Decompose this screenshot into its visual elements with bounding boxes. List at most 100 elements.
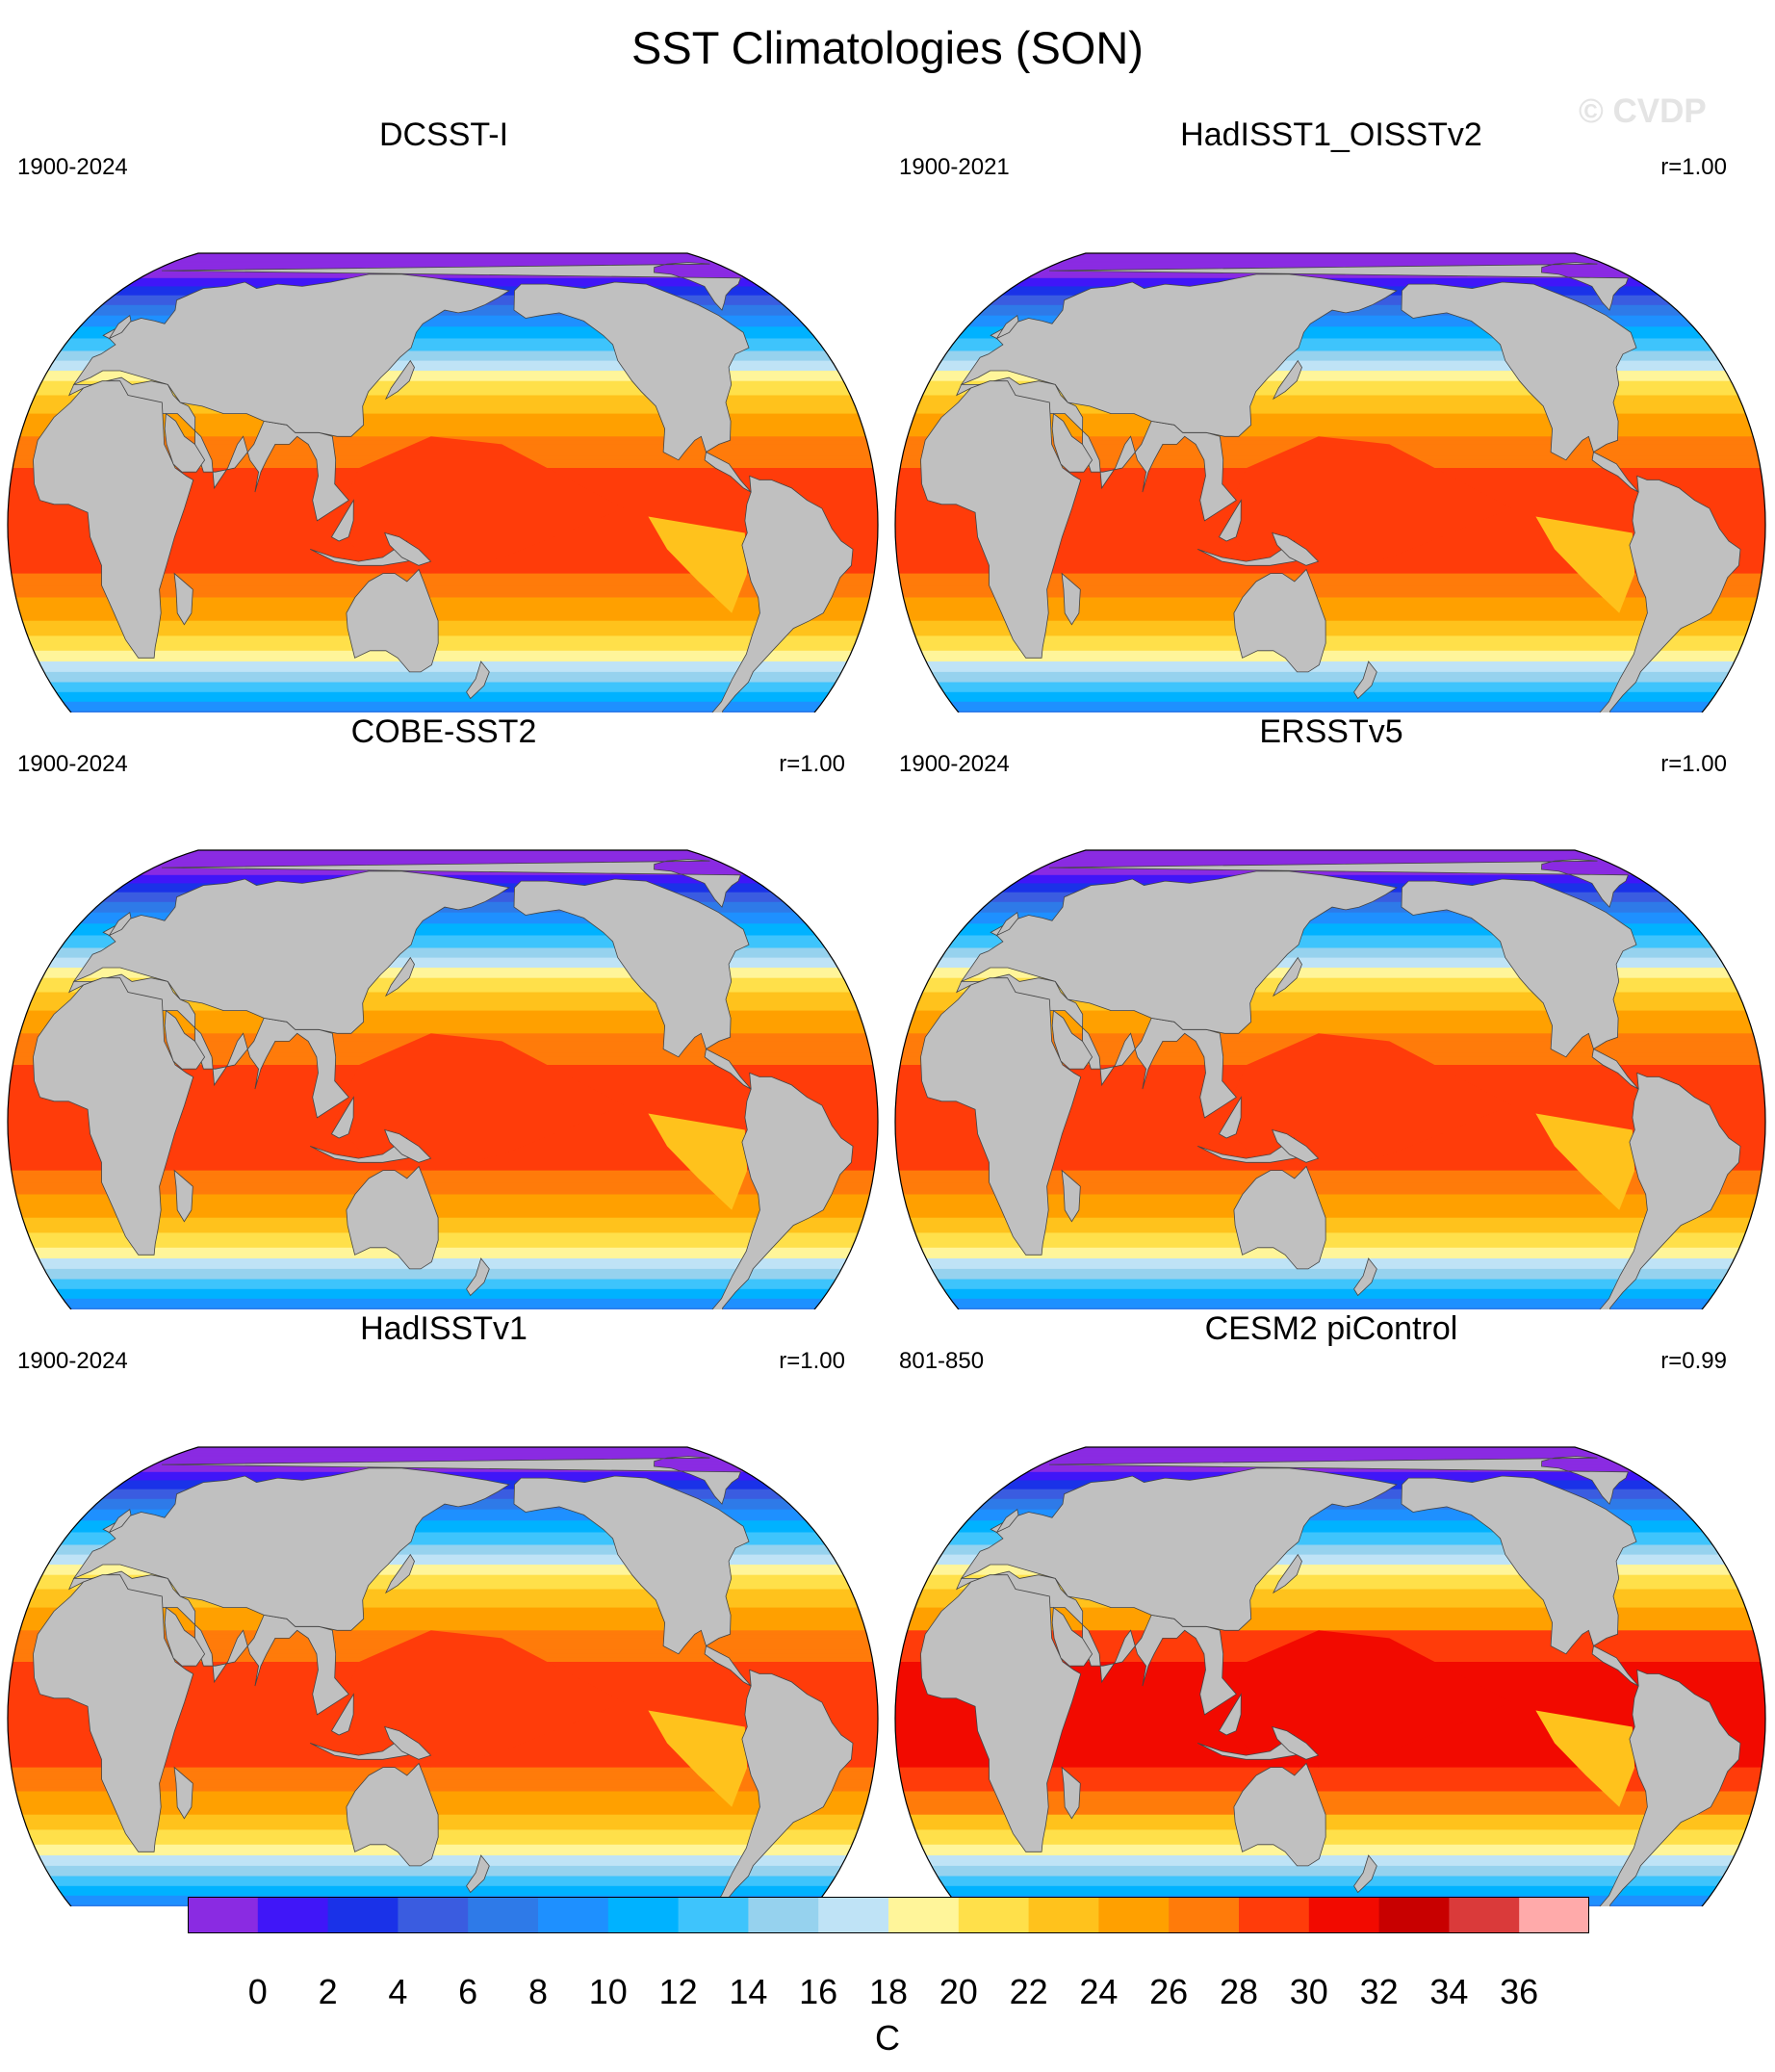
world-map: [7, 252, 879, 712]
colorbar-tick-label: 30: [1289, 1972, 1328, 2011]
sst-band: [895, 1002, 1765, 1008]
land-central-america: [704, 451, 752, 493]
land-central-america: [1591, 1048, 1639, 1090]
sst-band: [895, 926, 1765, 931]
sst-band: [895, 1272, 1765, 1277]
cold-tongue: [1535, 516, 1635, 613]
sst-band: [8, 705, 878, 710]
colorbar-tick-label: 14: [729, 1972, 768, 2011]
warm-pool: [334, 436, 625, 574]
sst-band: [895, 425, 1765, 430]
sst-band: [895, 402, 1765, 407]
sst-band: [895, 915, 1765, 919]
sst-band: [895, 1818, 1765, 1824]
sst-band: [8, 318, 878, 323]
sst-band: [895, 421, 1765, 427]
sst-band: [8, 1852, 878, 1856]
sst-band: [8, 1305, 878, 1309]
panel-title: CESM2 piControl: [1204, 1310, 1458, 1347]
land-borneo: [1218, 1693, 1242, 1736]
sst-band: [895, 1889, 1765, 1894]
sst-band: [8, 1837, 878, 1842]
land-greenland: [161, 1456, 741, 1505]
sst-band: [895, 1791, 1765, 1797]
sst-band: [895, 1565, 1765, 1569]
land-eurasia-north: [960, 1467, 1398, 1631]
sst-band: [895, 954, 1765, 959]
colorbar-box: [1098, 1897, 1170, 1933]
sst-band: [8, 999, 878, 1004]
sst-band: [8, 929, 878, 934]
land-eurasia-north: [72, 870, 510, 1034]
sst-band: [8, 1449, 878, 1452]
land-eurasia-north: [72, 273, 510, 437]
sst-band: [895, 1607, 1765, 1613]
sst-band: [8, 262, 878, 265]
sst-band: [8, 601, 878, 607]
panel-title: HadISST1_OISSTv2: [1180, 117, 1482, 153]
sst-band: [895, 658, 1765, 662]
sst-band: [8, 632, 878, 637]
sst-band: [895, 255, 1765, 258]
sst-band: [8, 912, 878, 917]
sst-band: [895, 593, 1765, 599]
land-australia: [346, 568, 439, 673]
sst-band: [895, 259, 1765, 262]
sst-band: [8, 1467, 878, 1471]
sst-band: [8, 1469, 878, 1473]
sst-band: [895, 1599, 1765, 1605]
sst-band: [895, 1841, 1765, 1846]
sst-band: [895, 950, 1765, 955]
sst-band: [895, 708, 1765, 712]
sst-band: [895, 1447, 1765, 1449]
sst-band: [8, 1456, 878, 1459]
sst-band: [8, 326, 878, 331]
sst-band: [8, 1251, 878, 1256]
sst-band: [8, 605, 878, 610]
land-uk: [108, 315, 132, 340]
sst-band: [8, 573, 878, 579]
sst-band: [895, 1010, 1765, 1016]
sst-band: [895, 918, 1765, 922]
panel-years: 1900-2024: [17, 154, 128, 180]
sst-band: [895, 348, 1765, 352]
sst-band: [895, 872, 1765, 876]
map-panel-hadisstv1: HadISSTv1 1900-2024 r=1.00: [0, 1309, 888, 1906]
sst-band: [895, 1285, 1765, 1290]
sst-band: [8, 388, 878, 393]
sst-band: [8, 1567, 878, 1572]
sst-band: [8, 1447, 878, 1449]
world-map: [894, 1446, 1766, 1906]
sst-band: [8, 335, 878, 340]
land-greenland: [161, 262, 741, 311]
land-new-zealand: [466, 1257, 490, 1297]
colorbar-box: [327, 1897, 399, 1933]
sst-band: [8, 261, 878, 264]
sst-band: [8, 981, 878, 986]
sst-band: [895, 367, 1765, 372]
sst-band: [8, 1775, 878, 1780]
sst-band: [895, 275, 1765, 279]
colorbar-box: [818, 1897, 889, 1933]
sst-band: [8, 701, 878, 706]
sst-band: [895, 679, 1765, 684]
sst-band: [895, 324, 1765, 328]
sst-band: [8, 628, 878, 634]
sst-band: [8, 909, 878, 914]
colorbar-tick-label: 16: [799, 1972, 838, 2011]
land-arabia: [164, 1606, 206, 1667]
sst-band: [8, 688, 878, 693]
sst-band: [895, 1166, 1765, 1172]
sst-band: [8, 1025, 878, 1031]
sst-band: [8, 1512, 878, 1516]
sst-band: [8, 664, 878, 669]
colorbar-box: [888, 1897, 960, 1933]
sst-band: [895, 1456, 1765, 1459]
sst-band: [8, 1255, 878, 1259]
sst-band: [895, 395, 1765, 401]
sst-band: [895, 668, 1765, 673]
sst-band: [895, 1295, 1765, 1300]
warm-pool: [334, 1033, 625, 1171]
sst-band: [895, 1288, 1765, 1293]
colorbar-tick-label: 18: [868, 1972, 909, 2011]
